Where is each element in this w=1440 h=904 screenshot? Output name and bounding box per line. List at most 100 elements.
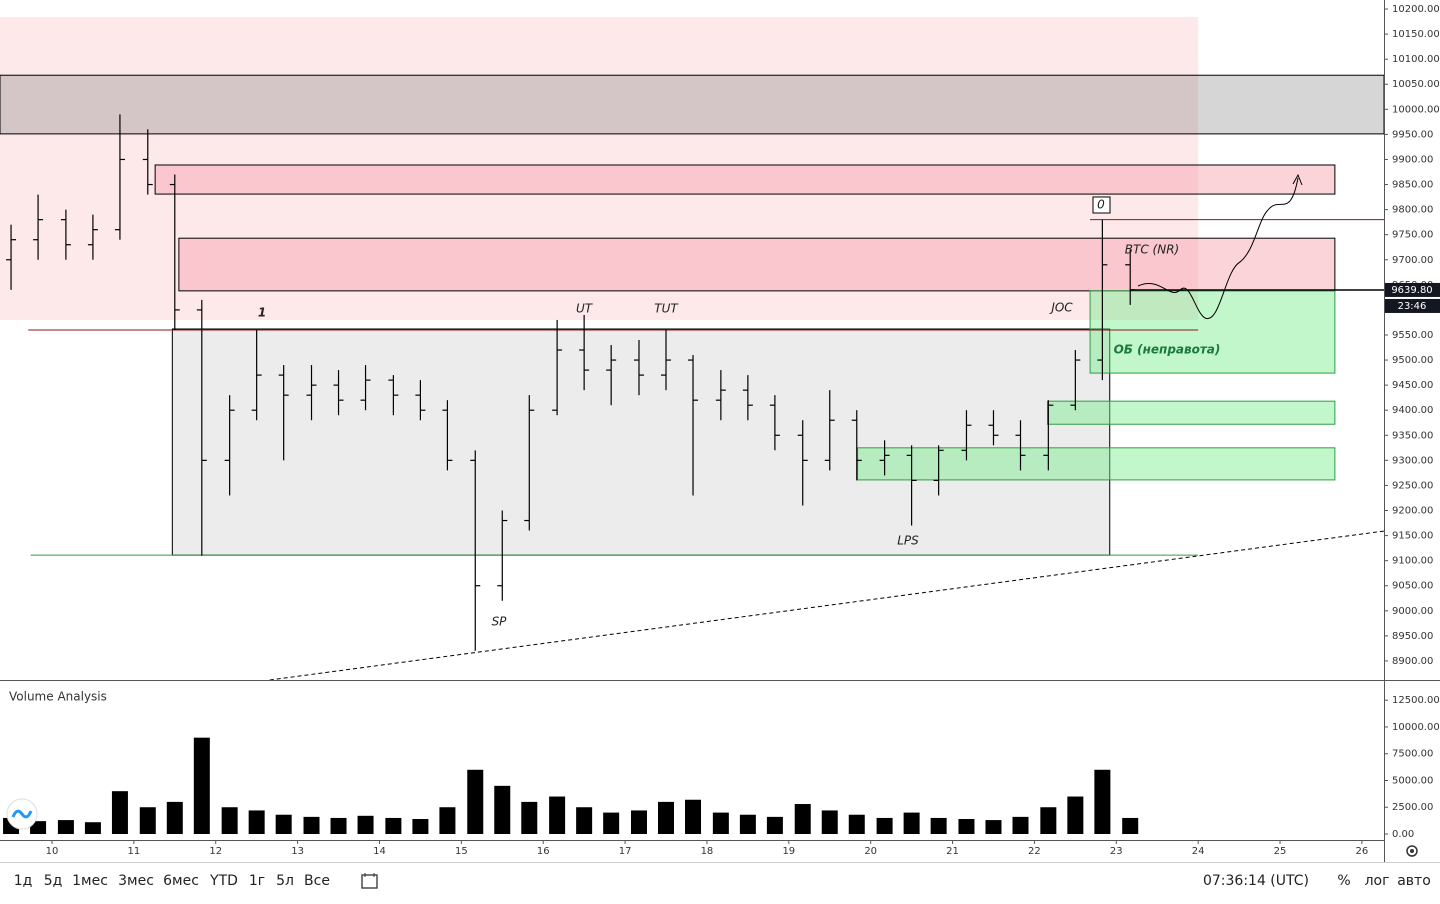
volume-bar <box>1122 817 1139 834</box>
annotation-box <box>1092 196 1111 214</box>
volume-pane: Volume Analysis 0.00 2500.00 5000.00 7500.00… <box>3 690 1440 857</box>
pane-title: Volume Analysis <box>9 690 107 704</box>
volume-bar <box>330 817 347 834</box>
x-tick-label: 22 <box>1028 846 1041 857</box>
x-tick-label: 23 <box>1110 846 1123 857</box>
y-tick-label: 8950.00 <box>1392 631 1433 642</box>
annotation: SP <box>492 615 508 629</box>
y-tick-label: 5000.00 <box>1392 775 1433 786</box>
volume-bar <box>739 814 756 834</box>
settings-dot <box>1410 849 1414 853</box>
range-button[interactable]: Все <box>304 873 330 889</box>
volume-bar <box>193 737 210 834</box>
volume-bar <box>166 801 183 834</box>
zone <box>178 237 1336 292</box>
volume-bar <box>821 810 838 834</box>
x-tick-label: 19 <box>782 846 795 857</box>
range-button[interactable]: 3мес <box>118 873 154 889</box>
y-tick-label: 10200.00 <box>1392 4 1440 15</box>
volume-bar <box>1012 816 1029 834</box>
range-button[interactable]: 6мес <box>163 873 199 889</box>
volume-bar <box>685 799 702 834</box>
last-price-label: 9639.80 <box>1391 285 1432 296</box>
y-tick-label: 9850.00 <box>1392 180 1433 191</box>
annotation: LPS <box>897 534 919 548</box>
clock: 07:36:14 (UTC) <box>1203 873 1309 889</box>
y-tick-label: 9050.00 <box>1392 581 1433 592</box>
drawing-line <box>269 530 1385 681</box>
y-tick-label: 9000.00 <box>1392 606 1433 617</box>
y-tick-label: 9350.00 <box>1392 430 1433 441</box>
annotation: BTC (NR) <box>1125 243 1179 257</box>
y-tick-label: 9500.00 <box>1392 355 1433 366</box>
x-tick-label: 21 <box>946 846 959 857</box>
last-price-tag <box>1385 282 1440 297</box>
volume-bar <box>439 807 456 834</box>
range-button[interactable]: YTD <box>209 873 238 889</box>
option-button[interactable]: лог <box>1365 873 1390 889</box>
volume-bar <box>1040 807 1057 834</box>
range-button[interactable]: 1мес <box>72 873 108 889</box>
option-button[interactable]: % <box>1337 873 1350 889</box>
volume-bar <box>576 807 593 834</box>
volume-bar <box>111 791 128 834</box>
x-tick-label: 17 <box>619 846 632 857</box>
logo-wave <box>11 809 33 819</box>
y-tick-label: 10000.00 <box>1392 722 1440 733</box>
logo <box>6 798 38 830</box>
zone <box>171 328 1111 556</box>
x-tick-label: 20 <box>864 846 877 857</box>
zone <box>0 74 1385 135</box>
y-tick-label: 10100.00 <box>1392 54 1440 65</box>
countdown: 23:46 <box>1398 301 1427 312</box>
volume-bar <box>630 810 647 834</box>
y-tick-label: 9950.00 <box>1392 129 1433 140</box>
volume-bar <box>221 807 238 834</box>
x-tick-label: 26 <box>1356 846 1369 857</box>
y-tick-label: 9700.00 <box>1392 255 1433 266</box>
y-tick-label: 9450.00 <box>1392 380 1433 391</box>
annotation: UT <box>576 302 594 316</box>
x-tick-label: 10 <box>46 846 59 857</box>
option-button[interactable]: авто <box>1397 873 1431 889</box>
volume-bar <box>1067 796 1084 834</box>
settings-icon[interactable] <box>1406 845 1418 857</box>
volume-bar <box>658 801 675 834</box>
volume-bar <box>275 814 292 834</box>
volume-bar <box>712 812 729 834</box>
zone <box>0 17 1199 320</box>
y-tick-label: 8900.00 <box>1392 656 1433 667</box>
settings-gear <box>1406 845 1418 857</box>
volume-bar <box>494 785 511 834</box>
annotation: TUT <box>654 302 679 316</box>
range-button[interactable]: 5л <box>276 873 294 889</box>
volume-bar <box>903 812 920 834</box>
price-pane: 10200.00 10150.00 10100.00 10050.00 10000.00… <box>0 4 1440 681</box>
zone <box>1047 400 1336 425</box>
range-button[interactable]: 1г <box>249 873 265 889</box>
y-tick-label: 10000.00 <box>1392 104 1440 115</box>
volume-bar <box>30 821 47 834</box>
x-tick-label: 14 <box>373 846 386 857</box>
volume-bar <box>985 820 1002 834</box>
x-tick-label: 18 <box>701 846 714 857</box>
y-tick-label: 12500.00 <box>1392 695 1440 706</box>
volume-bar <box>248 810 265 834</box>
zone <box>154 164 1336 195</box>
y-tick-label: 9900.00 <box>1392 154 1433 165</box>
annotation: ОБ (неправота) <box>1114 343 1221 357</box>
volume-bar <box>467 769 484 834</box>
range-button[interactable]: 5д <box>44 873 63 889</box>
volume-bar <box>139 807 156 834</box>
volume-bar <box>958 819 975 834</box>
annotation: 0 <box>1097 198 1105 212</box>
projection-arrow <box>1292 173 1303 186</box>
y-tick-label: 9800.00 <box>1392 205 1433 216</box>
x-tick-label: 13 <box>291 846 304 857</box>
y-tick-label: 9150.00 <box>1392 531 1433 542</box>
projection-path <box>1137 177 1299 319</box>
compare-icon[interactable] <box>361 873 378 889</box>
range-button[interactable]: 1д <box>14 873 33 889</box>
volume-bar <box>876 817 893 834</box>
